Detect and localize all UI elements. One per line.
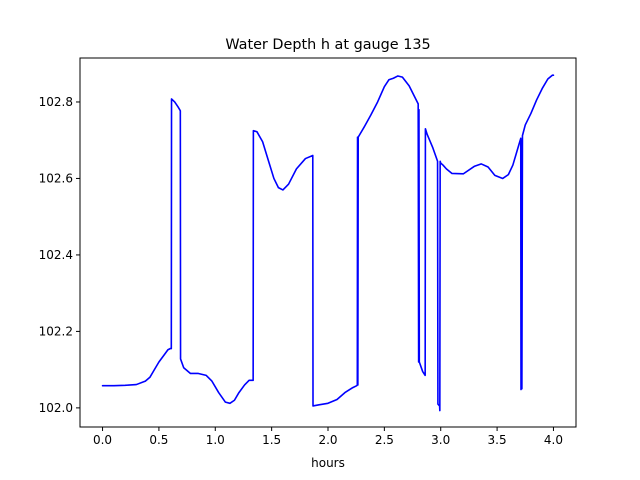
series-line xyxy=(101,74,555,412)
chart-title: Water Depth h at gauge 135 xyxy=(225,37,430,53)
x-axis-label: hours xyxy=(311,456,345,470)
y-tick-label: 102.0 xyxy=(39,401,73,415)
y-axis: 102.0 102.2 102.4 102.6 102.8 xyxy=(39,95,80,415)
series-layer xyxy=(101,74,555,412)
plot-area xyxy=(80,58,576,427)
x-tick-label: 1.0 xyxy=(206,433,225,447)
y-tick-label: 102.8 xyxy=(39,95,73,109)
x-tick-label: 0.5 xyxy=(149,433,168,447)
y-tick-label: 102.2 xyxy=(39,324,73,338)
y-tick-label: 102.6 xyxy=(39,171,73,185)
y-tick-label: 102.4 xyxy=(39,248,73,262)
x-tick-label: 4.0 xyxy=(544,433,563,447)
x-axis: 0.0 0.5 1.0 1.5 2.0 2.5 3.0 3.5 4.0 xyxy=(93,427,563,447)
x-tick-label: 2.5 xyxy=(375,433,394,447)
x-tick-label: 2.0 xyxy=(318,433,337,447)
plot-frame xyxy=(79,57,577,428)
x-tick-label: 3.0 xyxy=(431,433,450,447)
x-tick-label: 3.5 xyxy=(488,433,507,447)
x-tick-label: 0.0 xyxy=(93,433,112,447)
x-tick-label: 1.5 xyxy=(262,433,281,447)
